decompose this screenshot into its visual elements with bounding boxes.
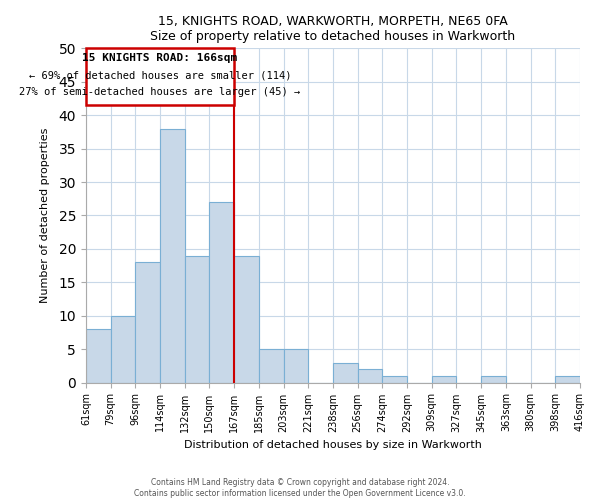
Bar bbox=[185, 256, 209, 382]
Bar bbox=[382, 376, 407, 382]
Bar bbox=[160, 128, 185, 382]
Bar bbox=[432, 376, 457, 382]
Text: ← 69% of detached houses are smaller (114): ← 69% of detached houses are smaller (11… bbox=[29, 70, 291, 80]
Bar bbox=[333, 362, 358, 382]
Text: 15 KNIGHTS ROAD: 166sqm: 15 KNIGHTS ROAD: 166sqm bbox=[82, 54, 238, 64]
Bar bbox=[209, 202, 234, 382]
X-axis label: Distribution of detached houses by size in Warkworth: Distribution of detached houses by size … bbox=[184, 440, 482, 450]
Bar bbox=[358, 369, 382, 382]
Bar bbox=[86, 329, 110, 382]
Bar bbox=[110, 316, 135, 382]
Bar bbox=[555, 376, 580, 382]
Bar bbox=[481, 376, 506, 382]
Title: 15, KNIGHTS ROAD, WARKWORTH, MORPETH, NE65 0FA
Size of property relative to deta: 15, KNIGHTS ROAD, WARKWORTH, MORPETH, NE… bbox=[151, 15, 515, 43]
Bar bbox=[284, 349, 308, 382]
FancyBboxPatch shape bbox=[86, 48, 234, 105]
Bar bbox=[259, 349, 284, 382]
Bar bbox=[135, 262, 160, 382]
Text: Contains HM Land Registry data © Crown copyright and database right 2024.
Contai: Contains HM Land Registry data © Crown c… bbox=[134, 478, 466, 498]
Bar bbox=[234, 256, 259, 382]
Text: 27% of semi-detached houses are larger (45) →: 27% of semi-detached houses are larger (… bbox=[19, 87, 301, 97]
Y-axis label: Number of detached properties: Number of detached properties bbox=[40, 128, 50, 303]
